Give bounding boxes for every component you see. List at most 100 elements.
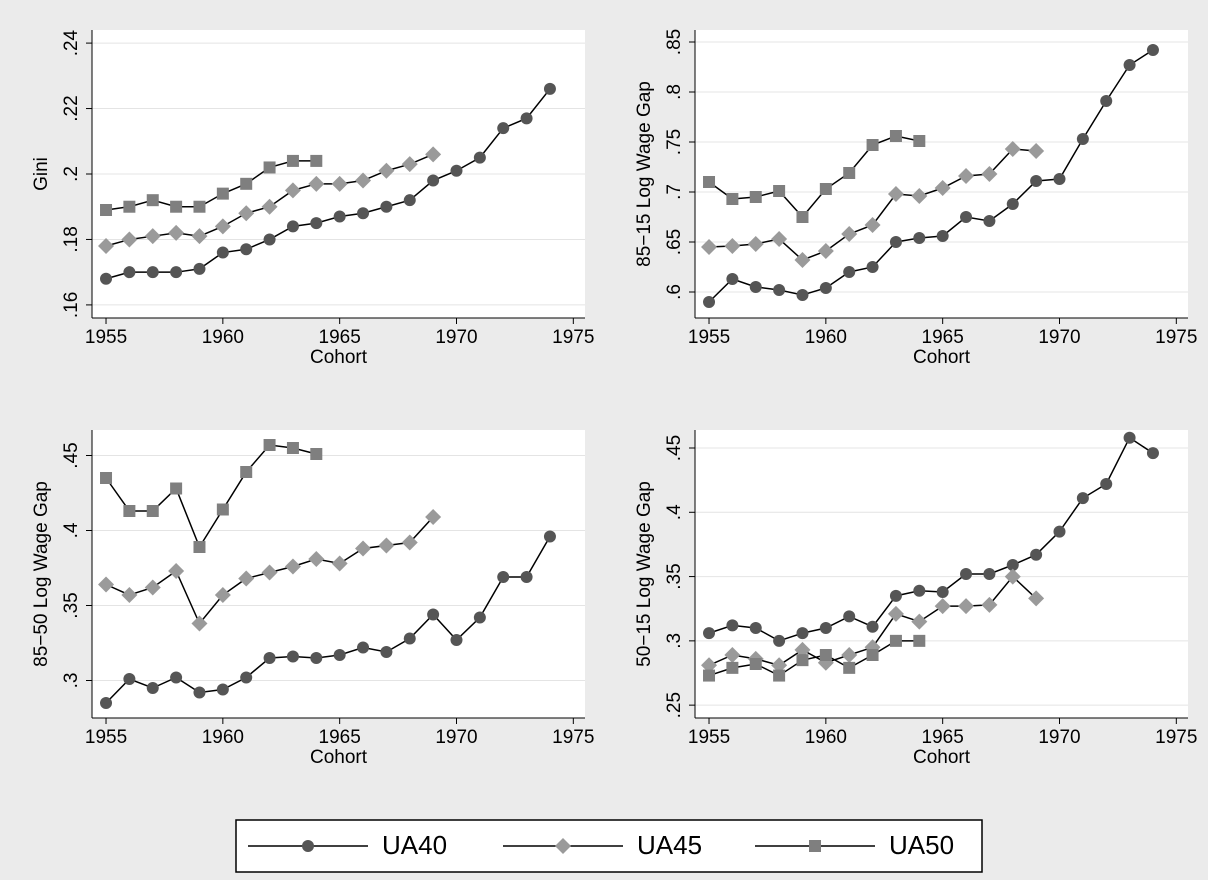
x-tick-label: 1970: [1038, 327, 1080, 348]
marker: [240, 177, 253, 190]
marker: [357, 207, 370, 220]
marker: [794, 252, 811, 268]
marker: [819, 183, 832, 195]
x-tick-label: 1975: [1155, 727, 1197, 748]
marker: [703, 296, 716, 308]
marker: [121, 231, 138, 248]
y-tick-label: .45: [61, 442, 82, 468]
marker: [403, 194, 416, 207]
marker: [889, 589, 902, 602]
marker: [450, 634, 463, 646]
marker: [214, 218, 231, 235]
y-tick-label: .6: [664, 284, 685, 300]
marker: [170, 482, 183, 495]
marker: [726, 193, 739, 205]
x-tick-label: 1960: [805, 727, 847, 748]
marker: [1146, 44, 1159, 56]
marker: [887, 605, 904, 622]
marker: [796, 654, 809, 667]
marker: [425, 146, 442, 163]
marker: [983, 215, 996, 227]
y-tick-label: .3: [664, 633, 685, 649]
marker: [333, 649, 346, 661]
marker: [310, 154, 323, 167]
marker: [913, 584, 926, 597]
marker: [216, 246, 229, 259]
marker: [749, 622, 762, 634]
x-tick-label: 1960: [805, 327, 847, 348]
x-tick-label: 1965: [922, 327, 964, 348]
marker: [843, 167, 856, 179]
marker: [960, 211, 973, 223]
marker: [983, 568, 996, 580]
marker: [302, 840, 314, 852]
series-line: [105, 444, 317, 549]
y-tick-label: .65: [664, 229, 685, 255]
y-tick-label: .3: [61, 673, 82, 689]
marker: [841, 647, 858, 663]
x-tick-label: 1975: [552, 727, 594, 748]
x-axis-title: Cohort: [310, 747, 368, 768]
marker: [934, 598, 951, 615]
marker: [310, 217, 323, 230]
marker: [331, 555, 348, 572]
marker: [864, 217, 881, 233]
marker: [819, 649, 832, 661]
y-tick-label: .75: [664, 129, 685, 155]
marker: [1030, 175, 1043, 187]
marker: [378, 162, 395, 179]
marker: [357, 641, 370, 654]
marker: [703, 627, 716, 640]
marker: [1146, 447, 1159, 460]
marker: [98, 238, 115, 254]
marker: [497, 571, 510, 583]
marker: [726, 619, 739, 632]
marker: [240, 671, 253, 684]
marker: [1004, 141, 1021, 157]
y-tick-label: .24: [61, 29, 82, 56]
marker: [773, 284, 786, 296]
marker: [170, 671, 183, 684]
x-tick-label: 1975: [552, 327, 594, 348]
marker: [817, 243, 834, 259]
marker: [310, 652, 323, 664]
y-axis-title: 85−50 Log Wage Gap: [31, 481, 52, 667]
series-line: [708, 640, 920, 677]
marker: [380, 646, 393, 658]
y-axis-title: 50−15 Log Wage Gap: [634, 481, 655, 667]
marker: [819, 282, 832, 294]
y-axis-title: 85−15 Log Wage Gap: [634, 81, 655, 267]
x-axis-title: Cohort: [310, 347, 368, 368]
marker: [520, 571, 533, 583]
marker: [380, 200, 393, 213]
marker: [981, 596, 998, 613]
marker: [911, 613, 928, 630]
marker: [889, 130, 902, 142]
marker: [401, 156, 418, 173]
marker: [193, 200, 206, 213]
marker: [170, 200, 183, 213]
marker: [1100, 95, 1113, 107]
marker: [123, 673, 136, 685]
marker: [809, 840, 821, 852]
marker: [286, 442, 299, 454]
marker: [887, 186, 904, 202]
marker: [794, 641, 811, 658]
x-tick-label: 1970: [435, 327, 477, 348]
marker: [1053, 173, 1066, 185]
marker: [146, 266, 159, 279]
marker: [1006, 559, 1019, 571]
marker: [284, 558, 301, 575]
marker: [726, 273, 739, 285]
marker: [123, 200, 136, 213]
y-tick-label: .8: [664, 84, 685, 100]
marker: [1006, 198, 1019, 210]
marker: [913, 232, 926, 244]
y-tick-label: .85: [664, 29, 685, 55]
marker: [913, 135, 926, 147]
marker: [100, 272, 113, 285]
marker: [701, 239, 718, 255]
marker: [958, 598, 975, 615]
marker: [1076, 133, 1089, 145]
